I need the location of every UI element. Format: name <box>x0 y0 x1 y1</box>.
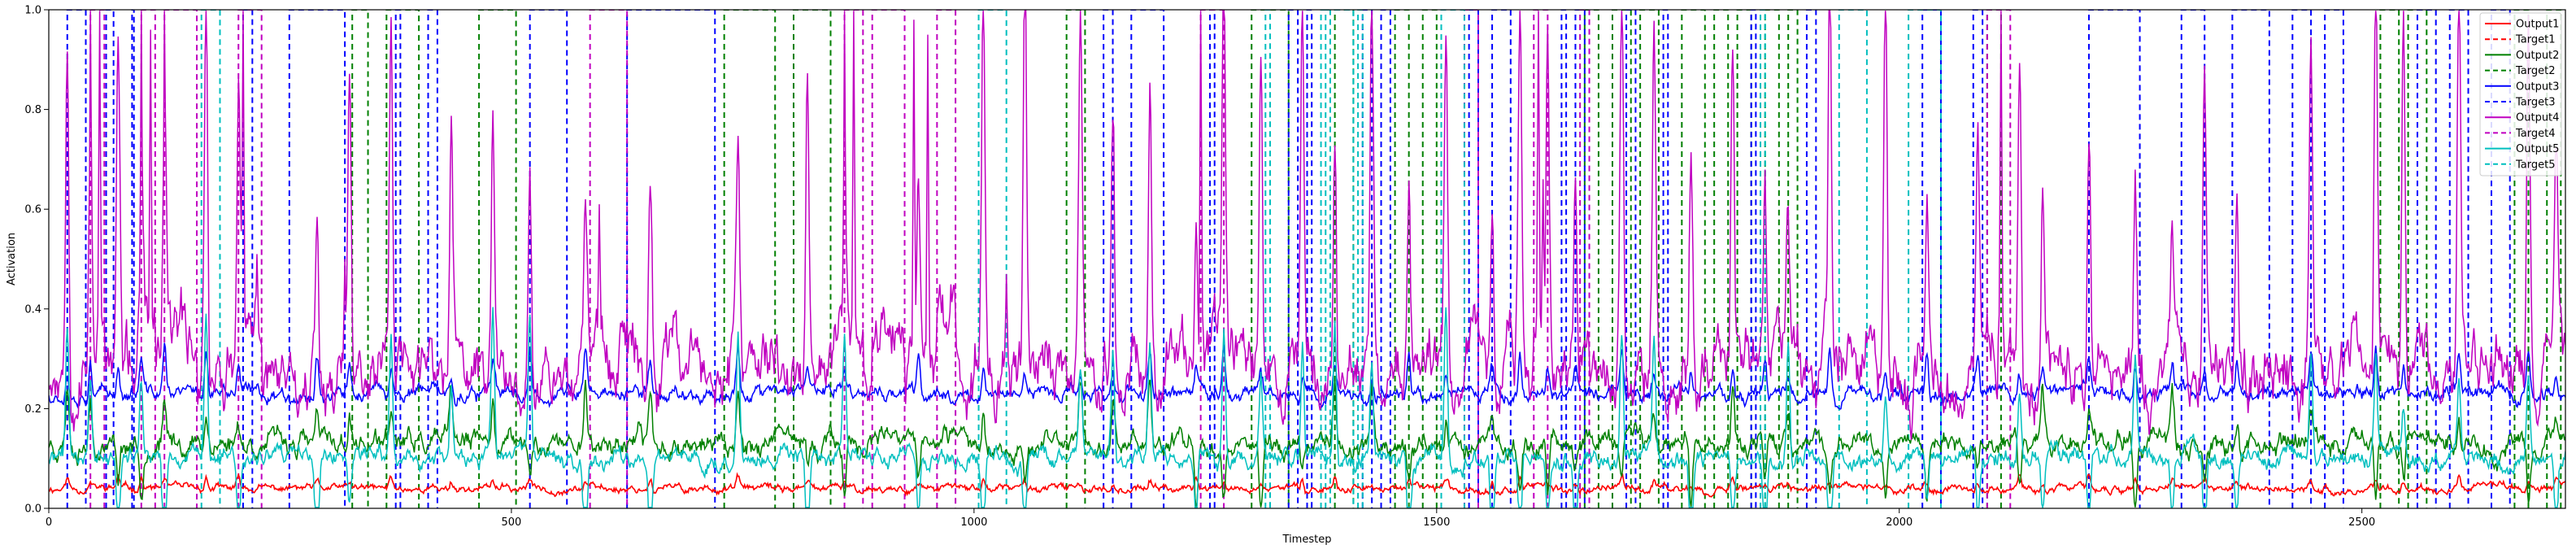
axes <box>48 9 2566 509</box>
x-tick-label: 2500 <box>2348 516 2375 529</box>
series-target4 <box>89 10 2012 508</box>
y-tick-label: 1.0 <box>24 5 41 17</box>
y-tick-label: 0.8 <box>24 104 41 116</box>
x-tick-label: 2000 <box>1886 516 1912 529</box>
legend-box <box>2479 12 2562 176</box>
legend-label-output2: Output2 <box>2516 50 2559 62</box>
y-tick-label: 0.0 <box>24 503 41 516</box>
plot-frame <box>48 9 2566 509</box>
ticks: 0 500 1000 1500 2000 2500 0.0 0.2 0.4 0.6 0.8 1.0 <box>24 5 2375 529</box>
y-tick-label: 0.2 <box>24 403 41 416</box>
legend-label-target3: Target3 <box>2515 97 2556 109</box>
legend-label-output4: Output4 <box>2516 112 2559 124</box>
legend-label-target4: Target4 <box>2515 128 2556 140</box>
y-axis-label: Activation <box>6 233 18 285</box>
y-tick-label: 0.6 <box>24 204 41 216</box>
x-axis-label: Timestep <box>1282 534 1332 546</box>
legend-label-output1: Output1 <box>2516 19 2559 31</box>
series-target2 <box>351 10 2562 508</box>
series-output1 <box>49 472 2565 498</box>
legend-label-output3: Output3 <box>2516 81 2559 93</box>
x-tick-label: 1500 <box>1423 516 1450 529</box>
legend-label-target5: Target5 <box>2515 159 2556 171</box>
x-tick-label: 1000 <box>960 516 987 529</box>
legend: Output1 Target1 Output2 Target2 Output3 Targe… <box>2479 12 2562 176</box>
series-output5 <box>49 307 2565 508</box>
y-tick-label: 0.4 <box>24 303 41 316</box>
x-tick-label: 0 <box>46 516 52 529</box>
series-output4 <box>49 10 2565 440</box>
legend-label-output5: Output5 <box>2516 143 2559 155</box>
x-tick-label: 500 <box>502 516 522 529</box>
legend-label-target2: Target2 <box>2515 65 2556 77</box>
legend-label-target1: Target1 <box>2515 34 2556 46</box>
plot-area <box>49 10 2565 508</box>
